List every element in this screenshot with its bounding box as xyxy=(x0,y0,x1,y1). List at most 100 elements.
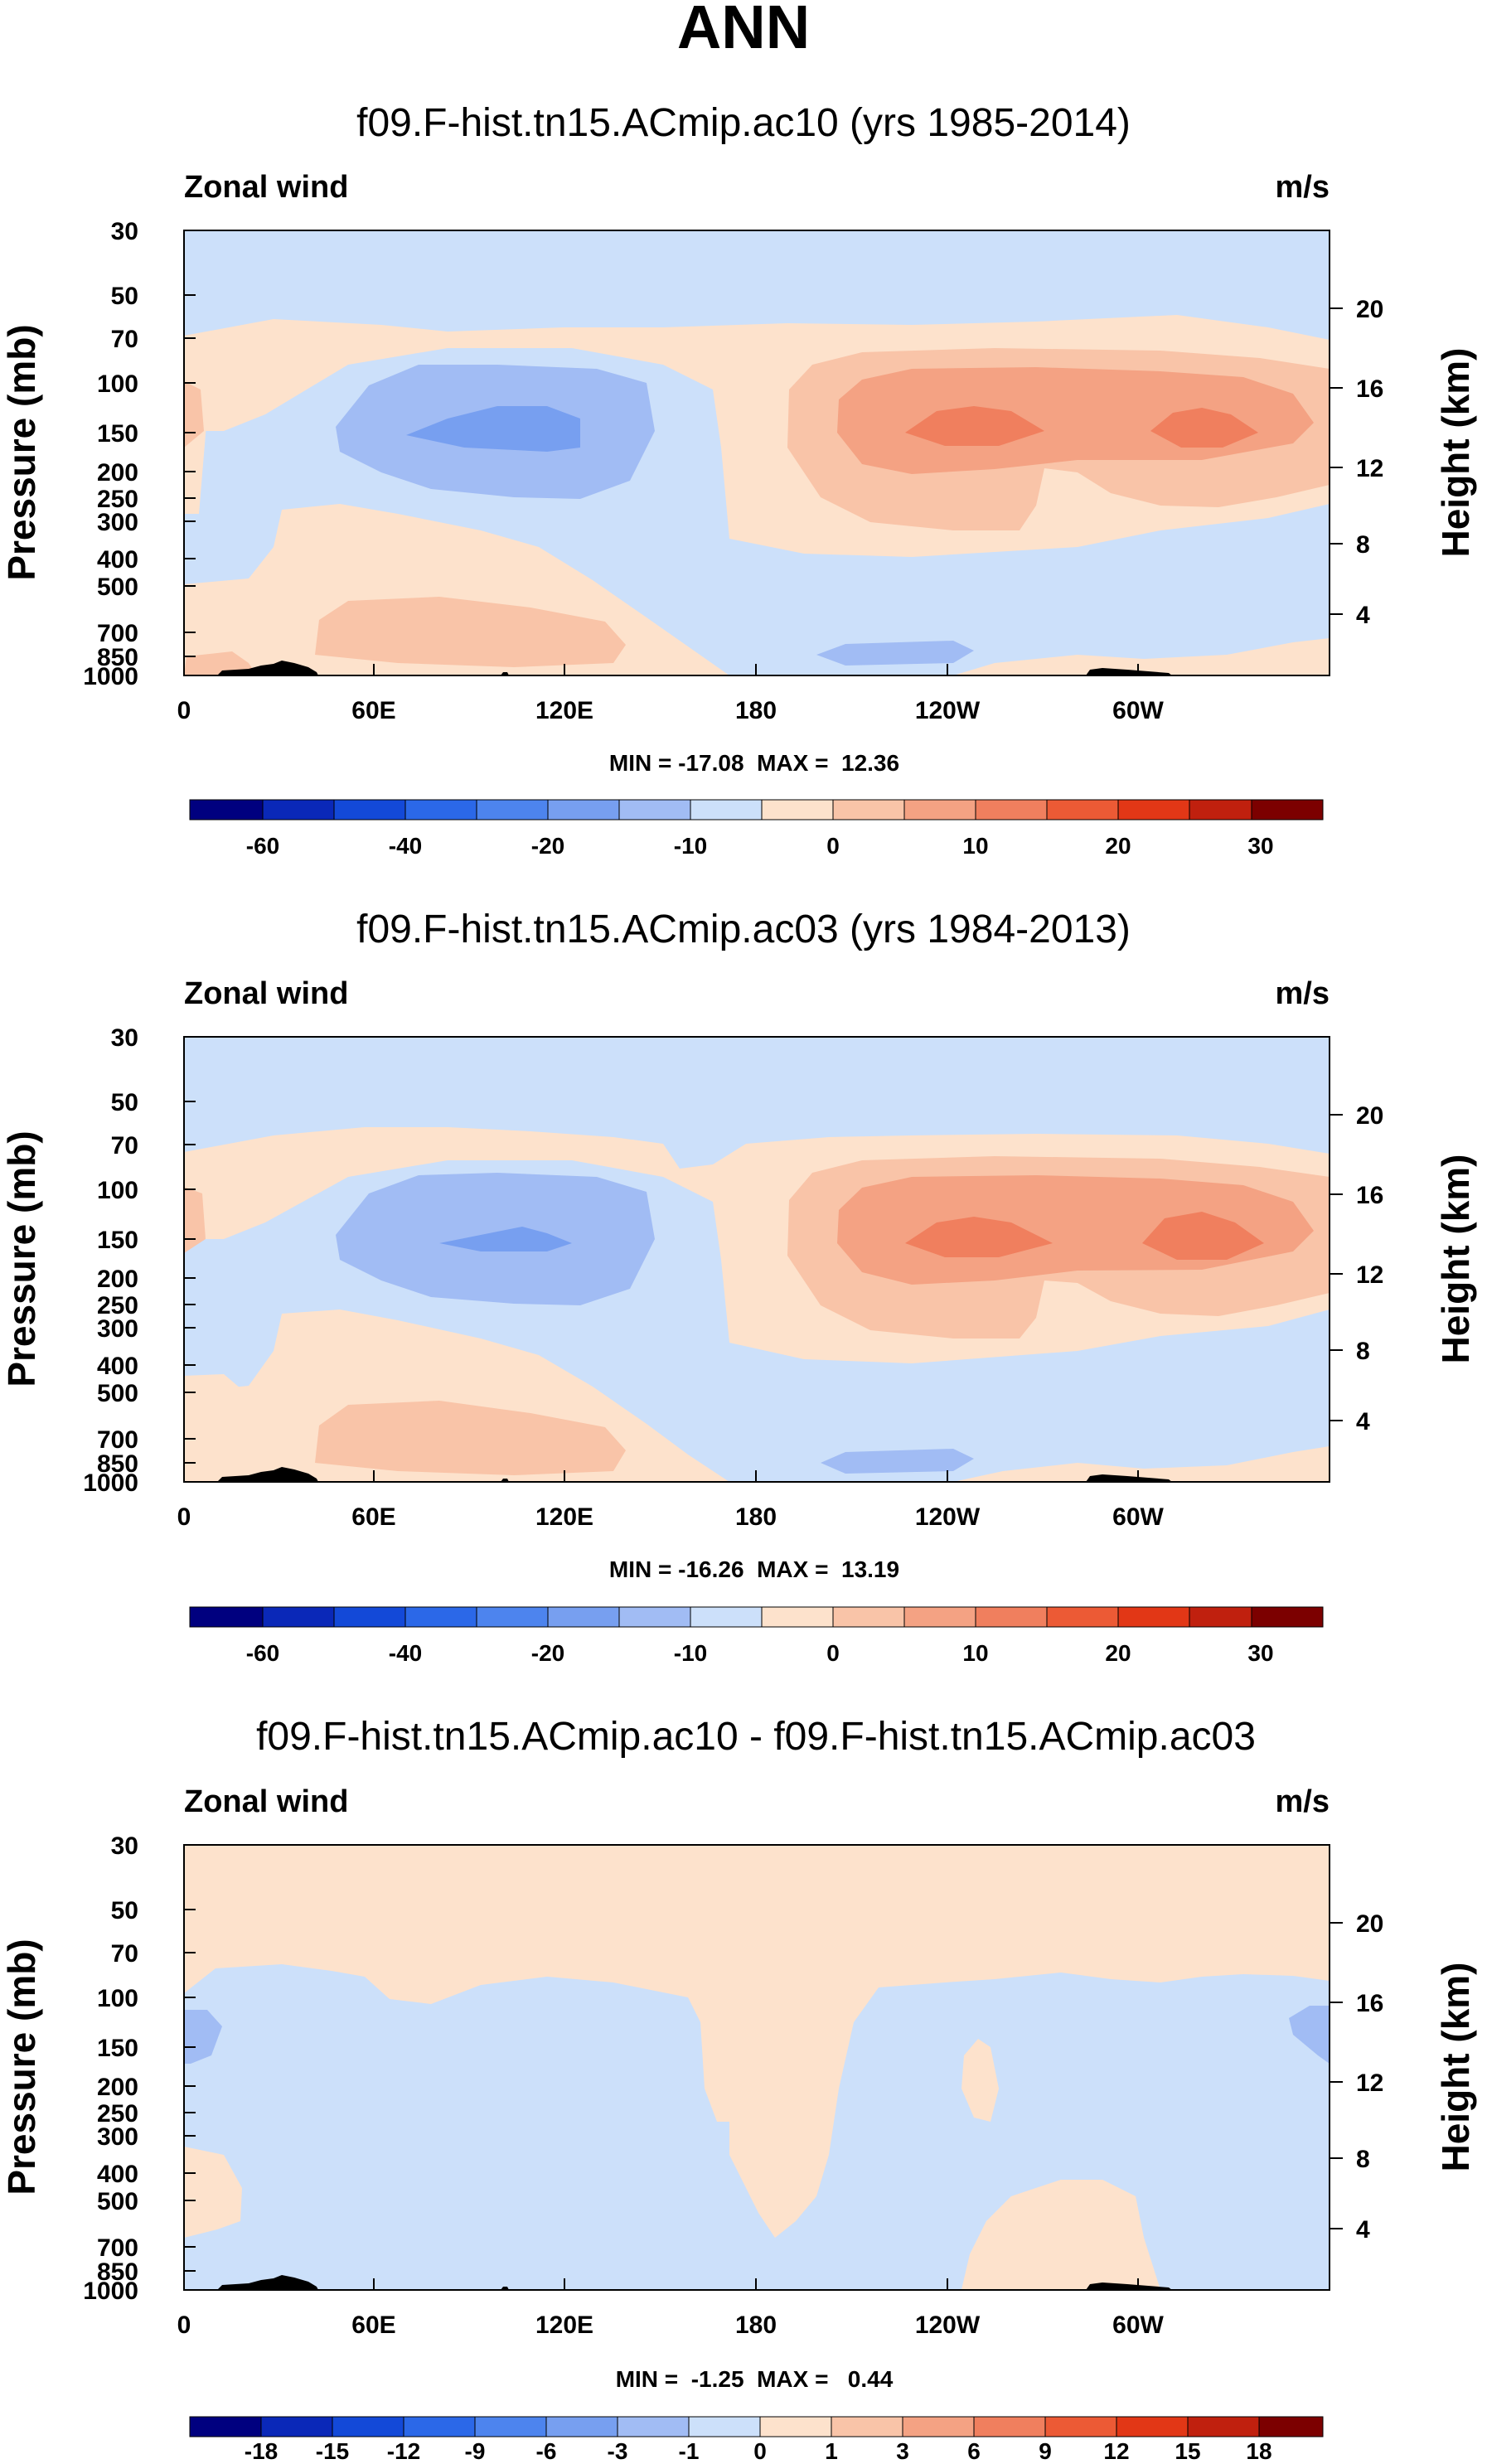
colorbar-label: 30 xyxy=(1247,833,1273,859)
contour-negative-1-3 xyxy=(184,2010,222,2064)
panel-1: f09.F-hist.tn15.ACmip.ac10 (yrs 1985-201… xyxy=(0,101,1477,859)
x-tick-label: 120E xyxy=(535,1503,593,1531)
left-axis: 30 50 70 100 150 200 250 300 400 500 700… xyxy=(0,1832,196,2305)
x-tick-label: 60E xyxy=(351,2312,395,2339)
right-axis: 20 16 12 8 4 Height (km) xyxy=(1330,296,1477,629)
colorbar-box xyxy=(761,799,834,821)
panel-2: f09.F-hist.tn15.ACmip.ac03 (yrs 1984-201… xyxy=(0,908,1477,1666)
y-tick-label: 300 xyxy=(97,1315,138,1343)
right-tick-label: 8 xyxy=(1356,1338,1370,1365)
colorbar-box xyxy=(333,799,406,821)
colorbar: -60 -40 -20 -10 0 10 20 30 xyxy=(189,1606,1324,1666)
x-tick-label: 120W xyxy=(915,1503,981,1531)
panel-3: f09.F-hist.tn15.ACmip.ac10 - f09.F-hist.… xyxy=(0,1715,1477,2464)
colorbar-label: -12 xyxy=(387,2438,420,2464)
x-tick-label: 60E xyxy=(351,1503,395,1531)
y-tick-label: 300 xyxy=(97,2123,138,2151)
y-tick-label: 300 xyxy=(97,509,138,536)
topography xyxy=(217,661,318,675)
x-axis: 0 60E 120E 180 120W 60W xyxy=(177,1470,1165,1531)
contour-positive-0-5 xyxy=(953,1446,1330,1482)
x-tick-label: 60E xyxy=(351,697,395,724)
right-axis-label: Height (km) xyxy=(1434,348,1477,558)
colorbar-box xyxy=(973,2416,1046,2437)
colorbar-box xyxy=(547,799,620,821)
topography xyxy=(217,1467,318,1482)
colorbar-box xyxy=(189,2416,262,2437)
right-tick-label: 4 xyxy=(1356,2216,1370,2244)
x-axis: 0 60E 120E 180 120W 60W xyxy=(177,2278,1165,2339)
colorbar-box xyxy=(618,799,691,821)
y-tick-label: 150 xyxy=(97,420,138,448)
y-tick-label: 850 xyxy=(97,2258,138,2286)
colorbar-box xyxy=(404,799,477,821)
x-tick-label: 0 xyxy=(177,1503,191,1531)
figure-title: ANN xyxy=(677,0,810,61)
colorbar-label: 10 xyxy=(962,833,988,859)
right-tick-label: 20 xyxy=(1356,1102,1383,1130)
y-tick-label: 1000 xyxy=(83,2278,138,2305)
colorbar-box xyxy=(404,1606,477,1628)
x-tick-label: 60W xyxy=(1112,697,1164,724)
colorbar-box xyxy=(1046,1606,1119,1628)
colorbar-label: 1 xyxy=(825,2438,838,2464)
y-tick-label: 250 xyxy=(97,2100,138,2128)
right-axis-label: Height (km) xyxy=(1434,1155,1477,1364)
colorbar-box xyxy=(759,2416,832,2437)
contour-positive-5-10 xyxy=(184,1187,206,1253)
contour-positive-5-10 xyxy=(315,1401,626,1475)
colorbar-box xyxy=(332,2416,404,2437)
colorbar-box xyxy=(476,1606,549,1628)
y-tick-label: 850 xyxy=(97,644,138,671)
y-tick-label: 400 xyxy=(97,2161,138,2188)
colorbar-box xyxy=(975,1606,1048,1628)
colorbar-box xyxy=(547,1606,620,1628)
colorbar-label: -20 xyxy=(531,833,564,859)
contour-positive-5-10 xyxy=(184,381,204,448)
colorbar-box xyxy=(1044,2416,1117,2437)
right-tick-label: 16 xyxy=(1356,375,1383,403)
min-max-label: MIN = -17.08 MAX = 12.36 xyxy=(609,750,899,776)
right-tick-label: 8 xyxy=(1356,531,1370,559)
right-tick-label: 16 xyxy=(1356,1182,1383,1209)
left-axis: 30 50 70 100 150 200 250 300 400 500 700… xyxy=(0,218,196,690)
x-tick-label: 0 xyxy=(177,2312,191,2339)
y-tick-label: 70 xyxy=(111,1132,138,1159)
contour-negative-0-1 xyxy=(184,1964,1330,2290)
y-axis-label: Pressure (mb) xyxy=(0,1939,43,2195)
colorbar-label: -20 xyxy=(531,1640,564,1666)
y-tick-label: 30 xyxy=(111,218,138,245)
colorbar-box xyxy=(333,1606,406,1628)
y-tick-label: 100 xyxy=(97,1177,138,1204)
colorbar-box xyxy=(903,799,976,821)
x-tick-label: 120E xyxy=(535,2312,593,2339)
y-tick-label: 70 xyxy=(111,1940,138,1968)
panel-title: f09.F-hist.tn15.ACmip.ac10 (yrs 1985-201… xyxy=(356,101,1131,145)
x-tick-label: 120W xyxy=(915,697,981,724)
contour-negative-5-10 xyxy=(816,641,974,666)
colorbar-label: -1 xyxy=(679,2438,700,2464)
y-tick-label: 70 xyxy=(111,326,138,353)
colorbar: -60 -40 -20 -10 0 10 20 30 xyxy=(189,799,1324,859)
right-tick-label: 12 xyxy=(1356,455,1383,482)
colorbar-box xyxy=(1258,2416,1324,2437)
colorbar-label: 0 xyxy=(753,2438,767,2464)
colorbar-box xyxy=(262,799,335,821)
colorbar-label: 0 xyxy=(826,1640,840,1666)
colorbar-label: 15 xyxy=(1175,2438,1200,2464)
y-tick-label: 200 xyxy=(97,2074,138,2101)
colorbar-label: 3 xyxy=(896,2438,909,2464)
colorbar-label: -3 xyxy=(608,2438,628,2464)
right-axis: 20 16 12 8 4 Height (km) xyxy=(1330,1102,1477,1435)
colorbar-box xyxy=(474,2416,547,2437)
y-tick-label: 30 xyxy=(111,1832,138,1860)
topography xyxy=(1086,2282,1172,2290)
colorbar-box xyxy=(618,1606,691,1628)
y-tick-label: 1000 xyxy=(83,663,138,690)
colorbar-box xyxy=(1117,1606,1190,1628)
variable-label: Zonal wind xyxy=(184,1784,348,1819)
colorbar-box xyxy=(975,799,1048,821)
y-tick-label: 400 xyxy=(97,546,138,574)
contour-positive-0-5 xyxy=(184,1374,240,1401)
